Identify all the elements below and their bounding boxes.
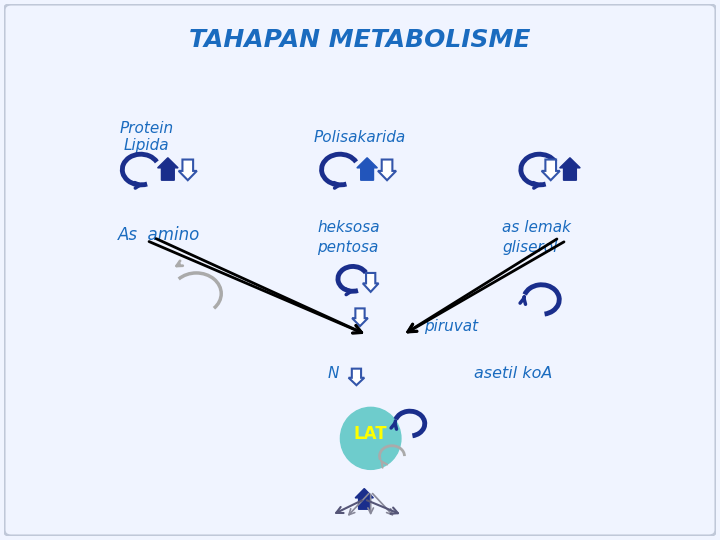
FancyArrow shape (355, 489, 374, 509)
Ellipse shape (341, 407, 401, 469)
Text: N: N (328, 366, 339, 381)
Text: as lemak
gliserol: as lemak gliserol (503, 220, 572, 255)
Text: heksosa
pentosa: heksosa pentosa (318, 220, 380, 255)
Text: TAHAPAN METABOLISME: TAHAPAN METABOLISME (189, 28, 531, 52)
FancyArrow shape (363, 273, 379, 292)
FancyArrow shape (158, 158, 178, 180)
FancyArrow shape (348, 369, 364, 385)
Text: piruvat: piruvat (424, 319, 478, 334)
FancyArrow shape (378, 159, 396, 180)
FancyArrow shape (179, 159, 197, 180)
FancyArrow shape (559, 158, 580, 180)
Text: As  amino: As amino (118, 226, 200, 244)
FancyArrow shape (357, 158, 377, 180)
Text: asetil koA: asetil koA (474, 366, 552, 381)
Text: Polisakarida: Polisakarida (314, 130, 406, 145)
Text: Protein
Lipida: Protein Lipida (120, 121, 174, 153)
FancyBboxPatch shape (4, 4, 716, 536)
FancyArrow shape (352, 308, 368, 326)
FancyArrow shape (541, 159, 560, 180)
Text: LAT: LAT (354, 424, 387, 443)
